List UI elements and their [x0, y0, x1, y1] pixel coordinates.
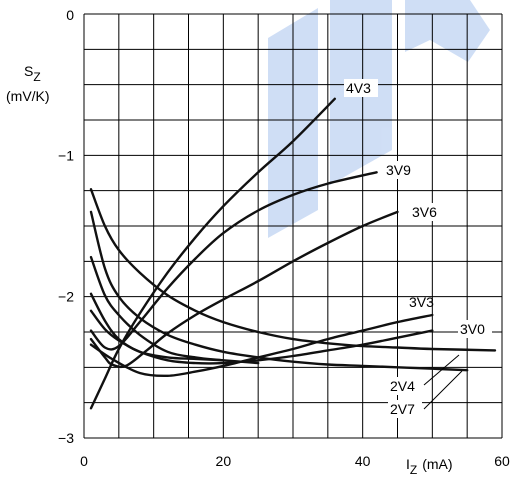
series-curve-3v9 [89, 171, 378, 351]
x-axis-subscript: Z [410, 463, 417, 477]
brand-watermark [268, 0, 490, 238]
x-tick-label: 20 [216, 453, 232, 469]
y-tick-label: −1 [58, 147, 74, 163]
x-axis-symbol: I [406, 456, 410, 472]
y-axis-unit: (mV/K) [6, 88, 50, 104]
series-label-2v7: 2V7 [390, 401, 415, 417]
series-label-3v6: 3V6 [412, 204, 437, 220]
series-labels: 4V3 3V9 3V6 3V3 3V0 2V4 2V7 [344, 79, 492, 418]
series-label-background-3v0 [458, 320, 492, 338]
series-label-3v3: 3V3 [409, 294, 434, 310]
series-curve-2v7 [89, 210, 469, 372]
y-tick-label: −2 [58, 289, 74, 305]
leader-line-2v4 [423, 354, 460, 386]
series-curve-3v6 [89, 210, 399, 369]
series-curve-2v4 [89, 188, 497, 352]
series-label-background-3v9 [384, 161, 418, 179]
series-label-4v3: 4V3 [346, 80, 371, 96]
series-label-3v0: 3V0 [460, 321, 485, 337]
x-tick-label: 60 [494, 453, 510, 469]
x-axis-title: IZ (mA) [406, 456, 453, 477]
x-axis-title-background [406, 447, 474, 473]
y-axis-symbol: S [24, 63, 33, 79]
series-label-2v4: 2V4 [390, 378, 415, 394]
series-curves [89, 97, 497, 410]
series-label-background-2v4 [388, 377, 422, 395]
x-axis-unit: (mA) [422, 456, 452, 472]
series-label-background-2v7 [388, 400, 422, 418]
y-tick-label: 0 [66, 7, 74, 23]
tick-labels: 0 −1 −2 −3 0 20 40 60 [58, 7, 510, 469]
series-label-background-4v3 [344, 79, 378, 97]
series-curve-unlabeled-8 [89, 292, 225, 362]
x-tick-label: 0 [80, 453, 88, 469]
leader-line-2v7 [423, 370, 463, 410]
y-axis-title: SZ (mV/K) [6, 63, 50, 104]
y-axis-subscript: Z [33, 70, 40, 84]
watermark-stroke-right [405, 0, 490, 62]
x-tick-label: 40 [355, 453, 371, 469]
series-label-background-3v6 [410, 203, 444, 221]
series-label-3v9: 3V9 [386, 162, 411, 178]
y-tick-label: −3 [58, 430, 74, 446]
